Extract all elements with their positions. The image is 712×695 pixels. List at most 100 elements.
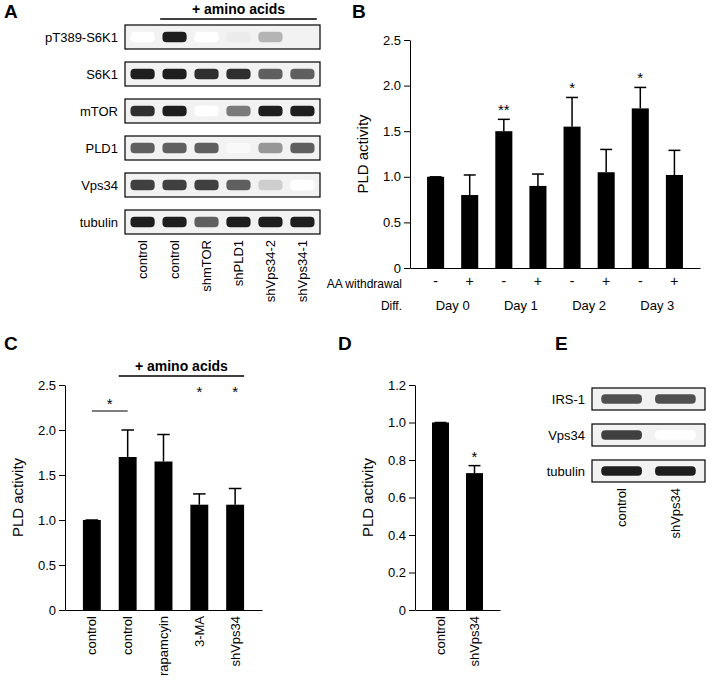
blot-frame	[125, 62, 320, 86]
error-bar-stem	[474, 466, 476, 474]
error-bar-cap	[668, 150, 680, 152]
y-tick: 0.5	[38, 558, 65, 573]
error-bar	[469, 466, 481, 474]
significance-label: *	[196, 383, 202, 400]
bar	[83, 520, 101, 610]
y-tick-mark	[59, 430, 65, 431]
y-tick-mark	[404, 86, 410, 87]
blot-row-label: Vps34	[81, 178, 118, 193]
y-tick: 1.5	[38, 468, 65, 483]
blot-band	[258, 180, 282, 191]
bar	[155, 462, 173, 611]
blot-band	[290, 180, 314, 191]
x-tick: control	[120, 610, 135, 655]
error-bar	[229, 489, 242, 505]
y-tick: 0	[49, 603, 65, 618]
x-tick-label: -	[501, 273, 506, 289]
y-tick-label: 0.5	[383, 215, 401, 230]
blot-band	[258, 143, 282, 154]
y-tick-mark	[59, 475, 65, 476]
y-tick-label: 0	[399, 603, 406, 618]
y-tick-label: 1.0	[38, 513, 56, 528]
error-bar-cap	[532, 173, 544, 175]
y-tick-label: 1.5	[383, 124, 401, 139]
blot-band	[162, 143, 186, 154]
error-bar-stem	[674, 150, 676, 175]
error-bar-stem	[537, 174, 539, 186]
blot-band	[290, 143, 314, 154]
error-bar-stem	[469, 175, 471, 195]
blot-band	[601, 466, 642, 476]
blot-frame	[592, 388, 705, 410]
blot-band	[130, 69, 154, 80]
error-bar-cap	[121, 429, 134, 431]
blot-row-label: tubulin	[80, 215, 118, 230]
blot-row-label: Vps34	[548, 428, 585, 443]
y-tick-mark	[409, 423, 415, 424]
error-bar-stem	[234, 489, 236, 505]
plot-area	[432, 423, 483, 611]
blot-band	[226, 106, 250, 117]
x-tick: +	[670, 268, 678, 289]
y-tick-mark	[59, 520, 65, 521]
chart-panel: B00.51.01.52.02.5-+-+-+-+PLD activityAA …	[327, 1, 701, 313]
blot-column-label: shVps34-1	[295, 240, 310, 302]
y-tick: 0.6	[388, 490, 415, 505]
blot-band	[194, 143, 218, 154]
x-tick: -	[433, 268, 438, 289]
bar	[190, 505, 208, 610]
blot-row-label: PLD1	[85, 141, 118, 156]
y-tick-mark	[59, 385, 65, 386]
x-tick: control	[84, 610, 99, 655]
x-group-label: Day 1	[504, 298, 538, 313]
blot-band	[290, 106, 314, 117]
x-tick-label: -	[570, 273, 575, 289]
bar	[529, 186, 546, 268]
y-axis-title: PLD activity	[359, 457, 376, 537]
x-tick: +	[602, 268, 610, 289]
blot-band	[194, 180, 218, 191]
bar	[598, 172, 615, 268]
y-tick-label: 0	[394, 261, 401, 276]
blot-frame	[592, 460, 705, 482]
y-tick-mark	[409, 610, 415, 611]
y-tick-label: 0.6	[388, 490, 406, 505]
blot-band	[258, 69, 282, 80]
error-bar	[498, 119, 510, 131]
y-tick-mark	[409, 498, 415, 499]
error-bar-cap	[430, 176, 442, 178]
y-axis-title: PLD activity	[9, 457, 26, 537]
bar	[432, 423, 449, 611]
error-bar-cap	[193, 493, 206, 495]
blot-column-label: shVps34-2	[263, 240, 278, 302]
blot-band	[162, 217, 186, 228]
error-bar	[668, 150, 680, 175]
y-tick: 1.0	[38, 513, 65, 528]
y-tick-label: 2.5	[383, 33, 401, 48]
blot-band	[655, 394, 696, 404]
blot-band	[130, 180, 154, 191]
y-tick-mark	[409, 535, 415, 536]
y-axis: 00.51.01.52.02.5	[38, 378, 66, 618]
x-axis: controlcontrolrapamcyin3-MAshVps34	[66, 610, 263, 676]
x-tick: rapamcyin	[156, 610, 171, 676]
plot-area	[427, 87, 683, 268]
bar	[632, 108, 649, 268]
chart-panel: D00.20.40.60.81.01.2controlshVps34PLD ac…	[338, 333, 501, 667]
significance-label: *	[232, 383, 238, 400]
blot-band	[258, 32, 282, 43]
y-tick: 0	[394, 261, 410, 276]
blot-band	[290, 69, 314, 80]
panel-label: B	[352, 1, 366, 22]
y-axis-line	[410, 41, 411, 269]
y-tick-label: 0.5	[38, 558, 56, 573]
error-bar	[430, 176, 442, 177]
x-tick-label: control	[84, 616, 99, 655]
x-tick-label: -	[638, 273, 643, 289]
x-group-label: Day 3	[640, 298, 674, 313]
x-tick: +	[466, 268, 474, 289]
blot-band	[194, 32, 218, 43]
y-axis: 00.51.01.52.02.5	[383, 33, 411, 276]
chart-panel: C00.51.01.52.02.5controlcontrolrapamcyin…	[4, 333, 263, 676]
y-axis-line	[65, 386, 66, 611]
